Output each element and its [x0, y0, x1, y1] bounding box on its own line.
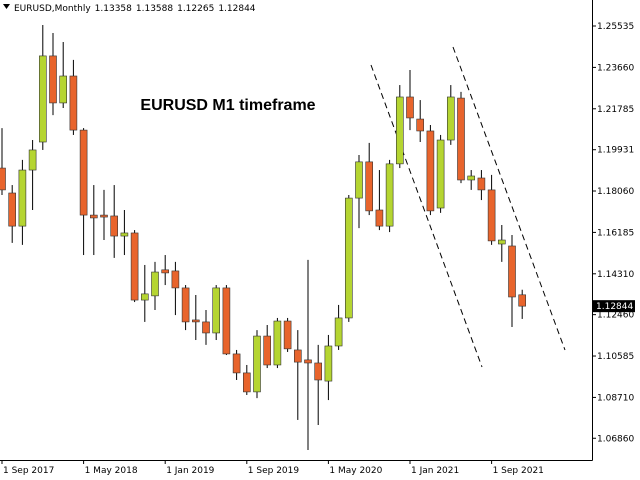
- candle-body: [273, 320, 282, 366]
- candle-body: [487, 189, 496, 242]
- y-tick-label: 1.23660: [597, 63, 634, 73]
- candle-body: [416, 118, 425, 132]
- x-tick-label: 1 Sep 2021: [493, 466, 544, 476]
- candle-body: [171, 270, 180, 289]
- candle-body: [18, 169, 27, 227]
- candle-body: [426, 130, 435, 212]
- header-close: 1.12844: [218, 4, 255, 14]
- annotation: EURUSD M1 timeframe: [140, 97, 315, 114]
- candle-body: [436, 139, 445, 209]
- candle-body: [49, 55, 57, 104]
- candle-body: [314, 362, 323, 381]
- candle-body: [192, 319, 200, 323]
- candle-body: [28, 149, 37, 171]
- candle-body: [304, 359, 312, 364]
- candle-body: [222, 287, 231, 355]
- candle-body: [324, 345, 333, 382]
- x-tick-label: 1 Jan 2019: [166, 466, 214, 476]
- price-label: 1.12844: [596, 302, 633, 312]
- candle-body: [79, 129, 88, 216]
- candle-body: [212, 287, 220, 334]
- candle-body: [202, 321, 210, 334]
- y-tick-label: 1.25535: [597, 22, 634, 32]
- candle-body: [110, 215, 118, 237]
- candle-body: [395, 96, 404, 165]
- candle-body: [161, 269, 169, 274]
- y-tick-label: 1.18060: [597, 187, 634, 197]
- candle-body: [232, 353, 241, 374]
- candle-body: [263, 335, 272, 366]
- header-high: 1.13588: [136, 4, 173, 14]
- candle-body: [457, 97, 465, 181]
- candle-body: [59, 75, 68, 104]
- candle-body: [69, 75, 78, 131]
- x-tick-label: 1 Sep 2019: [248, 466, 300, 476]
- y-tick-label: 1.19931: [597, 146, 634, 156]
- trend-line: [452, 46, 566, 351]
- y-tick-label: 1.08710: [597, 393, 634, 403]
- candle-body: [0, 167, 6, 191]
- candle-body: [38, 55, 47, 143]
- trend-line: [370, 64, 483, 368]
- candle-body: [406, 96, 414, 119]
- x-tick-label: 1 Jan 2021: [411, 466, 459, 476]
- y-tick-label: 1.06860: [597, 434, 634, 444]
- candle-body: [446, 96, 455, 141]
- x-tick-label: 1 May 2020: [329, 466, 382, 476]
- x-tick-label: 1 Sep 2017: [3, 466, 54, 476]
- candle-body: [90, 214, 98, 219]
- y-tick-label: 1.21785: [597, 105, 634, 115]
- y-tick-label: 1.16185: [597, 228, 634, 238]
- dropdown-icon[interactable]: [3, 4, 10, 9]
- candle-body: [141, 293, 149, 301]
- candle-body: [243, 372, 251, 393]
- header: EURUSD,Monthly 1.13358 1.13588 1.12265 1.128…: [14, 4, 256, 14]
- candle-body: [467, 175, 476, 181]
- y-tick-label: 1.14310: [597, 270, 634, 280]
- candle-body: [8, 192, 16, 227]
- candle-body: [283, 320, 292, 350]
- y-tick-label: 1.10585: [597, 352, 634, 362]
- header-open: 1.13358: [95, 4, 132, 14]
- candle-body: [497, 239, 506, 245]
- candle-body: [508, 245, 516, 298]
- candle-body: [181, 287, 190, 323]
- candle-body: [293, 349, 302, 363]
- y-tick-label: 1.12460: [597, 311, 634, 321]
- candle-body: [355, 161, 363, 199]
- candle-body: [120, 232, 129, 237]
- candle-body: [334, 317, 343, 347]
- candle-body: [344, 197, 353, 319]
- symbol: EURUSD,Monthly: [14, 4, 91, 14]
- candle-body: [477, 177, 486, 191]
- candle-body: [385, 163, 394, 227]
- candle-body: [253, 335, 261, 393]
- candle-body: [518, 294, 527, 307]
- price-label-bg: [593, 300, 635, 313]
- candle-body: [375, 209, 384, 227]
- candle-body: [100, 214, 108, 218]
- header-low: 1.12265: [177, 4, 214, 14]
- candle-body: [151, 271, 159, 297]
- candle-body: [130, 232, 139, 301]
- x-tick-label: 1 May 2018: [85, 466, 138, 476]
- candle-body: [365, 161, 374, 212]
